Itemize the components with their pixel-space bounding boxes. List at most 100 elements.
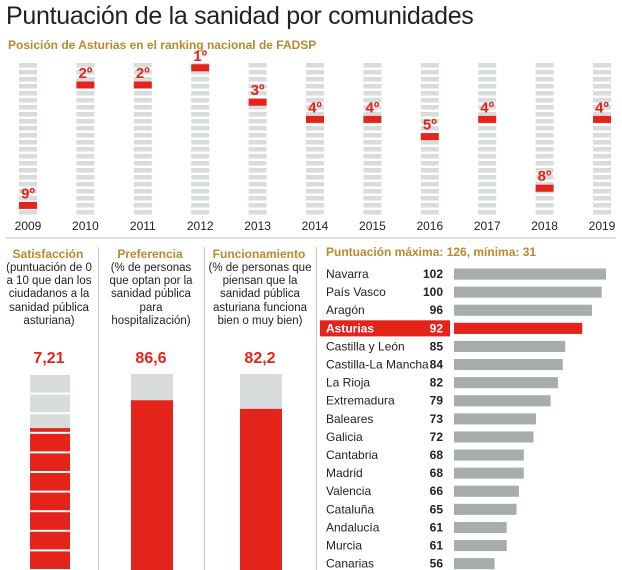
year-column-stripe (420, 182, 439, 187)
year-column-stripe (535, 168, 554, 173)
year-column-stripe (593, 203, 611, 208)
year-column-stripe (593, 154, 611, 159)
year-label: 2018 (531, 219, 558, 233)
year-column-stripe (478, 147, 497, 152)
year-column-stripe (535, 133, 554, 138)
region-score-label: 56 (430, 557, 444, 570)
year-column-stripe (19, 105, 37, 110)
year-column-stripe (535, 91, 554, 96)
year-column-stripe (191, 105, 210, 110)
year-column-stripe (363, 84, 382, 89)
year-column-stripe (133, 133, 152, 138)
year-column-stripe (76, 77, 95, 82)
year-column-stripe (478, 189, 497, 194)
region-label: Andalucía (326, 520, 380, 534)
region-score-bar (454, 521, 507, 533)
year-column-stripe (191, 182, 210, 187)
year-column-stripe (535, 140, 554, 145)
year-column-stripe (420, 98, 439, 103)
region-score-label: 73 (430, 412, 444, 426)
year-column-stripe (420, 210, 439, 215)
year-column-stripe (133, 77, 152, 82)
region-label: Asturias (326, 321, 374, 335)
year-column-stripe (76, 133, 95, 138)
position-label: 4º (365, 99, 379, 116)
year-column-stripe (191, 196, 210, 201)
region-score-label: 61 (430, 520, 444, 534)
region-score-bar (454, 431, 534, 443)
region-score-label: 92 (430, 321, 444, 335)
year-column-stripe (306, 91, 324, 96)
year-column-stripe (363, 63, 382, 68)
satisfaccion-description: (puntuación de 0 a 10 que dan los ciudad… (6, 262, 92, 327)
year-column-stripe (420, 77, 439, 82)
year-column-stripe (593, 182, 611, 187)
satisfaction-fill (30, 428, 70, 432)
year-column-stripe (593, 147, 611, 152)
funcionamiento-description: (% de personas que piensan que la sanida… (208, 262, 312, 327)
satisfaction-segment (30, 375, 70, 393)
year-column-stripe (76, 126, 95, 131)
year-column-stripe (593, 98, 611, 103)
region-label: Cataluña (326, 502, 374, 516)
preferencia-title: Preferencia (117, 247, 183, 261)
year-column-stripe (535, 105, 554, 110)
year-column-stripe (248, 154, 267, 159)
year-column-stripe (19, 140, 37, 145)
year-column-stripe (19, 84, 37, 89)
year-column-stripe (19, 119, 37, 124)
year-column-stripe (363, 189, 382, 194)
year-column-stripe (420, 140, 439, 145)
year-column-stripe (191, 154, 210, 159)
year-column-stripe (19, 189, 37, 194)
year-column-stripe (593, 210, 611, 215)
region-label: Aragón (326, 303, 365, 317)
year-column-stripe (420, 112, 439, 117)
year-column-stripe (363, 77, 382, 82)
position-marker (363, 115, 382, 123)
year-column-stripe (535, 196, 554, 201)
year-column-stripe (593, 105, 611, 110)
region-score-bar (454, 322, 583, 334)
year-column-stripe (306, 98, 324, 103)
year-label: 2010 (72, 219, 99, 233)
year-column-stripe (133, 189, 152, 194)
year-column-stripe (191, 70, 210, 75)
year-column-stripe (420, 70, 439, 75)
position-label: 3º (251, 82, 265, 99)
position-label: 8º (538, 168, 552, 185)
year-column-stripe (363, 168, 382, 173)
region-score-label: 72 (430, 430, 444, 444)
region-score-label: 96 (430, 303, 444, 317)
year-column-stripe (191, 91, 210, 96)
region-score-label: 79 (430, 394, 444, 408)
year-column-stripe (478, 126, 497, 131)
year-column-stripe (420, 196, 439, 201)
year-column-stripe (19, 126, 37, 131)
year-column-stripe (535, 119, 554, 124)
year-column-stripe (306, 196, 324, 201)
preferencia-description: (% de personas que optan por la sanidad … (109, 262, 193, 327)
position-label: 1º (193, 48, 207, 65)
year-column-stripe (535, 84, 554, 89)
year-column-stripe (420, 147, 439, 152)
year-column-stripe (19, 168, 37, 173)
highlight-row (320, 320, 450, 337)
year-column-stripe (306, 210, 324, 215)
year-column-stripe (19, 210, 37, 215)
region-score-bar (454, 359, 563, 371)
year-column-stripe (133, 98, 152, 103)
year-column-stripe (19, 175, 37, 180)
year-column-stripe (248, 203, 267, 208)
year-column-stripe (363, 154, 382, 159)
year-column-stripe (478, 105, 497, 110)
year-column-stripe (248, 175, 267, 180)
year-column-stripe (76, 105, 95, 110)
year-column-stripe (593, 196, 611, 201)
year-column-stripe (306, 105, 324, 110)
year-column-stripe (363, 210, 382, 215)
year-column-stripe (19, 133, 37, 138)
year-column-stripe (19, 196, 37, 201)
region-score-bar (454, 485, 519, 497)
year-column-stripe (363, 126, 382, 131)
